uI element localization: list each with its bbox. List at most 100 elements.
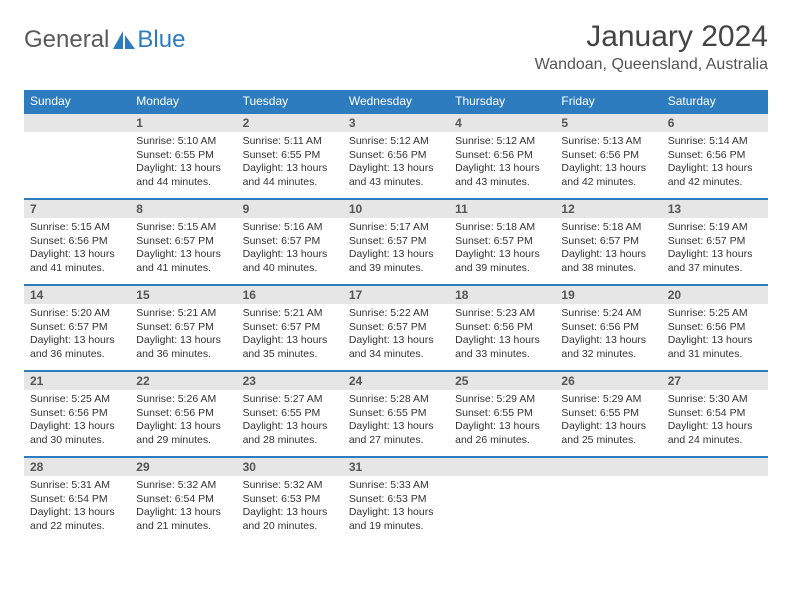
calendar-day: 2Sunrise: 5:11 AMSunset: 6:55 PMDaylight… (237, 112, 343, 198)
calendar-day: 22Sunrise: 5:26 AMSunset: 6:56 PMDayligh… (130, 370, 236, 456)
day-details: Sunrise: 5:12 AMSunset: 6:56 PMDaylight:… (343, 132, 449, 196)
day-number-empty (662, 456, 768, 476)
day-number: 2 (237, 112, 343, 132)
calendar-day: 28Sunrise: 5:31 AMSunset: 6:54 PMDayligh… (24, 456, 130, 542)
day-number: 19 (555, 284, 661, 304)
day-number: 8 (130, 198, 236, 218)
calendar-week: 1Sunrise: 5:10 AMSunset: 6:55 PMDaylight… (24, 112, 768, 198)
day-number: 25 (449, 370, 555, 390)
day-number-empty (24, 112, 130, 132)
day-number: 15 (130, 284, 236, 304)
brand-text-2: Blue (137, 26, 185, 54)
calendar-day: 6Sunrise: 5:14 AMSunset: 6:56 PMDaylight… (662, 112, 768, 198)
day-number: 28 (24, 456, 130, 476)
day-number: 30 (237, 456, 343, 476)
calendar-day (449, 456, 555, 542)
day-details: Sunrise: 5:25 AMSunset: 6:56 PMDaylight:… (24, 390, 130, 454)
day-number: 9 (237, 198, 343, 218)
day-details: Sunrise: 5:18 AMSunset: 6:57 PMDaylight:… (555, 218, 661, 282)
day-details: Sunrise: 5:12 AMSunset: 6:56 PMDaylight:… (449, 132, 555, 196)
calendar-day: 9Sunrise: 5:16 AMSunset: 6:57 PMDaylight… (237, 198, 343, 284)
title-block: January 2024 Wandoan, Queensland, Austra… (535, 20, 768, 74)
calendar-day: 27Sunrise: 5:30 AMSunset: 6:54 PMDayligh… (662, 370, 768, 456)
calendar-day: 18Sunrise: 5:23 AMSunset: 6:56 PMDayligh… (449, 284, 555, 370)
day-number: 29 (130, 456, 236, 476)
day-number: 12 (555, 198, 661, 218)
day-number: 22 (130, 370, 236, 390)
calendar-week: 7Sunrise: 5:15 AMSunset: 6:56 PMDaylight… (24, 198, 768, 284)
weekday-header: Friday (555, 90, 661, 112)
calendar-day: 10Sunrise: 5:17 AMSunset: 6:57 PMDayligh… (343, 198, 449, 284)
day-number: 20 (662, 284, 768, 304)
day-details: Sunrise: 5:27 AMSunset: 6:55 PMDaylight:… (237, 390, 343, 454)
day-number: 5 (555, 112, 661, 132)
location-label: Wandoan, Queensland, Australia (535, 56, 768, 74)
brand-logo: General Blue (24, 26, 185, 54)
day-details: Sunrise: 5:26 AMSunset: 6:56 PMDaylight:… (130, 390, 236, 454)
page-header: General Blue January 2024 Wandoan, Queen… (24, 20, 768, 74)
calendar-body: 1Sunrise: 5:10 AMSunset: 6:55 PMDaylight… (24, 112, 768, 542)
calendar-day: 26Sunrise: 5:29 AMSunset: 6:55 PMDayligh… (555, 370, 661, 456)
calendar-day: 5Sunrise: 5:13 AMSunset: 6:56 PMDaylight… (555, 112, 661, 198)
day-details: Sunrise: 5:23 AMSunset: 6:56 PMDaylight:… (449, 304, 555, 368)
day-details: Sunrise: 5:28 AMSunset: 6:55 PMDaylight:… (343, 390, 449, 454)
calendar-day (555, 456, 661, 542)
day-details: Sunrise: 5:17 AMSunset: 6:57 PMDaylight:… (343, 218, 449, 282)
calendar-day: 4Sunrise: 5:12 AMSunset: 6:56 PMDaylight… (449, 112, 555, 198)
day-details: Sunrise: 5:14 AMSunset: 6:56 PMDaylight:… (662, 132, 768, 196)
calendar-day: 8Sunrise: 5:15 AMSunset: 6:57 PMDaylight… (130, 198, 236, 284)
day-number: 7 (24, 198, 130, 218)
calendar-day: 15Sunrise: 5:21 AMSunset: 6:57 PMDayligh… (130, 284, 236, 370)
day-details: Sunrise: 5:29 AMSunset: 6:55 PMDaylight:… (555, 390, 661, 454)
day-number: 4 (449, 112, 555, 132)
calendar-day: 31Sunrise: 5:33 AMSunset: 6:53 PMDayligh… (343, 456, 449, 542)
day-details: Sunrise: 5:19 AMSunset: 6:57 PMDaylight:… (662, 218, 768, 282)
calendar-day: 3Sunrise: 5:12 AMSunset: 6:56 PMDaylight… (343, 112, 449, 198)
day-number: 18 (449, 284, 555, 304)
day-number: 16 (237, 284, 343, 304)
calendar-day: 14Sunrise: 5:20 AMSunset: 6:57 PMDayligh… (24, 284, 130, 370)
calendar-day (662, 456, 768, 542)
day-number: 27 (662, 370, 768, 390)
day-number: 26 (555, 370, 661, 390)
day-details: Sunrise: 5:25 AMSunset: 6:56 PMDaylight:… (662, 304, 768, 368)
day-details: Sunrise: 5:10 AMSunset: 6:55 PMDaylight:… (130, 132, 236, 196)
day-number: 14 (24, 284, 130, 304)
calendar-day: 12Sunrise: 5:18 AMSunset: 6:57 PMDayligh… (555, 198, 661, 284)
day-number: 31 (343, 456, 449, 476)
calendar-day: 7Sunrise: 5:15 AMSunset: 6:56 PMDaylight… (24, 198, 130, 284)
day-details: Sunrise: 5:16 AMSunset: 6:57 PMDaylight:… (237, 218, 343, 282)
calendar-day: 20Sunrise: 5:25 AMSunset: 6:56 PMDayligh… (662, 284, 768, 370)
day-details: Sunrise: 5:22 AMSunset: 6:57 PMDaylight:… (343, 304, 449, 368)
day-number: 3 (343, 112, 449, 132)
calendar-week: 28Sunrise: 5:31 AMSunset: 6:54 PMDayligh… (24, 456, 768, 542)
weekday-header: Sunday (24, 90, 130, 112)
day-details: Sunrise: 5:24 AMSunset: 6:56 PMDaylight:… (555, 304, 661, 368)
day-details: Sunrise: 5:33 AMSunset: 6:53 PMDaylight:… (343, 476, 449, 540)
weekday-header: Monday (130, 90, 236, 112)
day-details: Sunrise: 5:30 AMSunset: 6:54 PMDaylight:… (662, 390, 768, 454)
calendar-day: 21Sunrise: 5:25 AMSunset: 6:56 PMDayligh… (24, 370, 130, 456)
calendar-day: 1Sunrise: 5:10 AMSunset: 6:55 PMDaylight… (130, 112, 236, 198)
weekday-header: Thursday (449, 90, 555, 112)
day-details: Sunrise: 5:21 AMSunset: 6:57 PMDaylight:… (130, 304, 236, 368)
calendar-day: 11Sunrise: 5:18 AMSunset: 6:57 PMDayligh… (449, 198, 555, 284)
day-details: Sunrise: 5:32 AMSunset: 6:54 PMDaylight:… (130, 476, 236, 540)
sail-icon (113, 31, 135, 49)
day-details: Sunrise: 5:29 AMSunset: 6:55 PMDaylight:… (449, 390, 555, 454)
weekday-header: Tuesday (237, 90, 343, 112)
calendar-day: 30Sunrise: 5:32 AMSunset: 6:53 PMDayligh… (237, 456, 343, 542)
calendar-day: 29Sunrise: 5:32 AMSunset: 6:54 PMDayligh… (130, 456, 236, 542)
day-number-empty (449, 456, 555, 476)
calendar-day: 23Sunrise: 5:27 AMSunset: 6:55 PMDayligh… (237, 370, 343, 456)
day-number: 23 (237, 370, 343, 390)
day-number: 21 (24, 370, 130, 390)
calendar-day (24, 112, 130, 198)
day-number: 13 (662, 198, 768, 218)
day-details: Sunrise: 5:31 AMSunset: 6:54 PMDaylight:… (24, 476, 130, 540)
calendar-day: 17Sunrise: 5:22 AMSunset: 6:57 PMDayligh… (343, 284, 449, 370)
brand-text-1: General (24, 26, 109, 54)
day-details: Sunrise: 5:20 AMSunset: 6:57 PMDaylight:… (24, 304, 130, 368)
day-details: Sunrise: 5:15 AMSunset: 6:57 PMDaylight:… (130, 218, 236, 282)
day-number-empty (555, 456, 661, 476)
